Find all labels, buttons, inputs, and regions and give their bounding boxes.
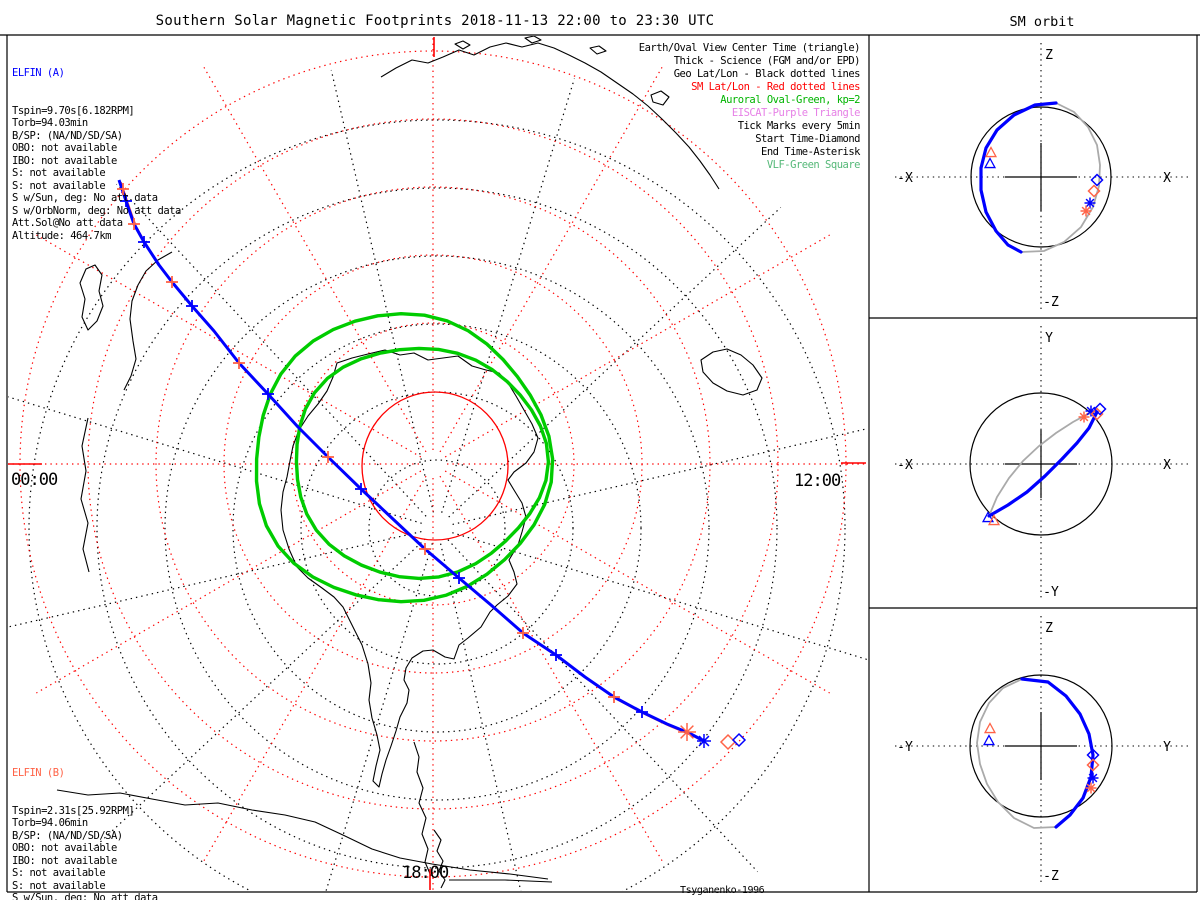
text-line: IBO: not available [12,154,117,167]
elfin-b-title: ELFIN (B) [12,767,65,779]
axis-label: -Y [1043,585,1059,600]
text-line: End Time-Asterisk [761,146,860,158]
elfin-a-title: ELFIN (A) [12,67,65,79]
text-line: S w/Sun, deg: No att data [12,192,158,204]
mlt-label-1200: 12:00 [794,471,841,491]
text-line: S: not available [12,879,106,892]
coastline-nz-south [79,264,104,331]
text-line: S w/OrbNorm, deg: No att data [12,204,181,217]
mlt-label-0000: 00:00 [11,470,58,490]
elfin-b-info-block: ELFIN (B) Tspin=2.31s[25.92RPM] Torb=94.0… [12,742,181,900]
orbit-arc-rest [976,678,1057,829]
sm-orbit-yz: Z -Z -Y Y [895,616,1189,884]
text-line: Torb=94.03min [12,117,88,129]
text-line: OBO: not available [12,142,117,154]
coastline-bottom-coast-squiggle [433,829,446,889]
map-legend: Earth/Oval View Center Time (triangle) Th… [638,42,861,172]
text-line: Geo Lat/Lon - Black dotted lines [673,68,861,80]
axis-label: -X [897,458,913,473]
geo-grid [8,69,868,891]
text-line: OBO: not available [12,842,117,854]
text-line: B/SP: (NA/ND/SD/SA) [12,829,123,842]
text-line: Tspin=9.70s[6.182RPM] [12,104,135,117]
text-line: Att.Sol@No att data [12,217,123,229]
axis-label: Z [1045,621,1053,636]
text-line: S: not available [12,867,106,879]
orbit-arc-interval [1020,677,1095,829]
mlt-label-1800: 18:00 [402,863,449,883]
sm-orbit-xz: Z -Z -X X [895,43,1189,310]
coastline-tasmania [650,90,670,106]
orbit-arc-interval [987,410,1099,518]
page-title: Southern Solar Magnetic Footprints 2018-… [155,13,715,29]
axis-label: -Z [1043,869,1059,884]
text-line: Torb=94.06min [12,817,88,829]
model-label: Tsyganenko-1996 [680,885,765,896]
earth-circle [970,106,1112,248]
auroral-oval [254,311,555,604]
coastline-peninsula-tail [413,741,432,877]
axis-label: X [1163,171,1171,186]
text-line: SM Lat/Lon - Red dotted lines [691,81,860,93]
coastline-bottom-left-coast [56,789,549,880]
coastline-antarctica [280,349,539,788]
coastlines [56,36,763,889]
axis-label: -X [897,171,913,186]
earth-circle [969,392,1113,536]
text-line: Tick Marks every 5min [737,120,861,132]
text-line: Altitude: 464.7km [12,229,111,242]
footprint-track-b [120,181,707,744]
text-line: IBO: not available [12,854,117,867]
elfin-a-lines: Tspin=9.70s[6.182RPM] Torb=94.03min B/SP: … [12,105,181,243]
text-line: Tspin=2.31s[25.92RPM] [12,804,135,817]
coastline-australia [380,42,720,190]
text-line: EISCAT-Purple Triangle [731,107,861,119]
footprint-track-a [117,179,705,743]
elfin-b-lines: Tspin=2.31s[25.92RPM] Torb=94.06min B/SP: … [12,805,181,900]
axis-label: -Y [897,740,913,755]
text-line: Auroral Oval-Green, kp=2 [720,94,860,106]
text-line: S: not available [12,179,106,192]
text-line: VLF-Green Square [766,159,861,171]
axis-label: Z [1045,48,1053,63]
sm-orbit-xy: Y -Y -X X [895,326,1189,600]
axis-label: Y [1045,331,1053,346]
text-line: S w/Sun, deg: No att data [12,892,158,900]
coastline-island-right [700,348,763,396]
earth-circle [969,674,1113,818]
sm-polar-cap-circle [361,391,509,541]
coastline-island-2 [524,36,542,44]
coastline-bottom-coast-segment [449,879,553,883]
axis-label: -Z [1043,295,1059,310]
coastline-left-coast [80,417,90,573]
text-line: B/SP: (NA/ND/SD/SA) [12,129,123,142]
coastline-nz-north [123,251,173,391]
sm-orbit-title: SM orbit [1009,14,1075,30]
coastline-island-3 [589,45,607,55]
track-tick-marks [117,183,747,751]
axis-label: X [1163,458,1171,473]
text-line: Start Time-Diamond [755,133,860,145]
polar-map [8,36,868,891]
text-line: S: not available [12,167,106,179]
axis-label: Y [1163,740,1171,755]
elfin-a-info-block: ELFIN (A) Tspin=9.70s[6.182RPM] Torb=94.0… [12,42,181,267]
orbit-arc-rest [1020,102,1101,253]
text-line: Earth/Oval View Center Time (triangle) [638,42,861,54]
orbit-arc-interval [979,101,1058,254]
coastline-island-1 [454,40,471,50]
text-line: Thick - Science (FGM and/or EPD) [673,55,861,67]
auroral-oval [294,346,551,581]
footer-block: Tsyganenko-1996 Created: Sun Jan 29 09:4… [680,858,865,900]
